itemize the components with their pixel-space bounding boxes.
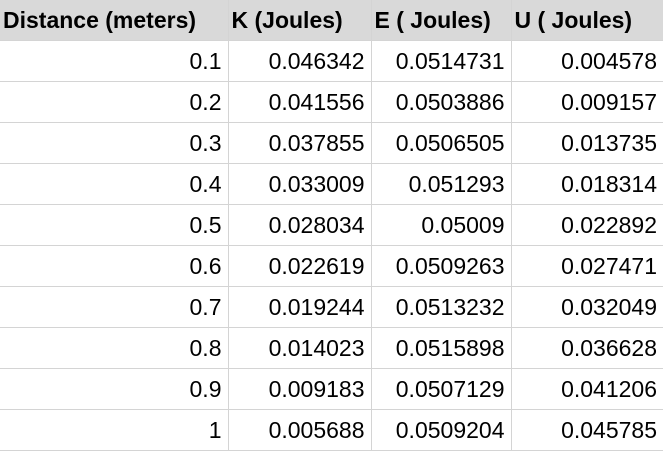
cell-kinetic-energy[interactable]: 0.005688 <box>228 409 372 451</box>
table-row: 0.9 0.009183 0.0507129 0.041206 <box>0 368 663 410</box>
cell-distance[interactable]: 0.8 <box>0 327 229 369</box>
cell-potential-energy[interactable]: 0.004578 <box>511 40 663 82</box>
cell-total-energy[interactable]: 0.0509263 <box>371 245 512 287</box>
cell-distance[interactable]: 0.1 <box>0 40 229 82</box>
cell-potential-energy[interactable]: 0.018314 <box>511 163 663 205</box>
cell-kinetic-energy[interactable]: 0.019244 <box>228 286 372 328</box>
cell-kinetic-energy[interactable]: 0.046342 <box>228 40 372 82</box>
table-row: 1 0.005688 0.0509204 0.045785 <box>0 409 663 451</box>
table-row: 0.5 0.028034 0.05009 0.022892 <box>0 204 663 246</box>
cell-kinetic-energy[interactable]: 0.041556 <box>228 81 372 123</box>
cell-total-energy[interactable]: 0.0506505 <box>371 122 512 164</box>
header-cell-distance[interactable]: Distance (meters) <box>0 0 229 41</box>
cell-distance[interactable]: 0.9 <box>0 368 229 410</box>
cell-distance[interactable]: 1 <box>0 409 229 451</box>
cell-total-energy[interactable]: 0.0513232 <box>371 286 512 328</box>
cell-potential-energy[interactable]: 0.022892 <box>511 204 663 246</box>
header-cell-total-energy[interactable]: E ( Joules) <box>371 0 512 41</box>
cell-potential-energy[interactable]: 0.041206 <box>511 368 663 410</box>
cell-kinetic-energy[interactable]: 0.033009 <box>228 163 372 205</box>
cell-potential-energy[interactable]: 0.027471 <box>511 245 663 287</box>
table-row: 0.1 0.046342 0.0514731 0.004578 <box>0 40 663 82</box>
cell-kinetic-energy[interactable]: 0.022619 <box>228 245 372 287</box>
cell-potential-energy[interactable]: 0.013735 <box>511 122 663 164</box>
header-cell-kinetic-energy[interactable]: K (Joules) <box>228 0 372 41</box>
cell-kinetic-energy[interactable]: 0.028034 <box>228 204 372 246</box>
header-row: Distance (meters) K (Joules) E ( Joules)… <box>0 0 663 41</box>
table-row: 0.3 0.037855 0.0506505 0.013735 <box>0 122 663 164</box>
cell-total-energy[interactable]: 0.051293 <box>371 163 512 205</box>
header-cell-potential-energy[interactable]: U ( Joules) <box>511 0 663 41</box>
cell-total-energy[interactable]: 0.0507129 <box>371 368 512 410</box>
cell-total-energy[interactable]: 0.0503886 <box>371 81 512 123</box>
cell-total-energy[interactable]: 0.0515898 <box>371 327 512 369</box>
table-row: 0.2 0.041556 0.0503886 0.009157 <box>0 81 663 123</box>
cell-distance[interactable]: 0.2 <box>0 81 229 123</box>
cell-kinetic-energy[interactable]: 0.037855 <box>228 122 372 164</box>
table-row: 0.6 0.022619 0.0509263 0.027471 <box>0 245 663 287</box>
cell-total-energy[interactable]: 0.05009 <box>371 204 512 246</box>
cell-kinetic-energy[interactable]: 0.014023 <box>228 327 372 369</box>
table-row: 0.8 0.014023 0.0515898 0.036628 <box>0 327 663 369</box>
cell-distance[interactable]: 0.7 <box>0 286 229 328</box>
cell-distance[interactable]: 0.4 <box>0 163 229 205</box>
cell-potential-energy[interactable]: 0.009157 <box>511 81 663 123</box>
table-body: 0.1 0.046342 0.0514731 0.004578 0.2 0.041556 0… <box>0 40 663 451</box>
table-row: 0.7 0.019244 0.0513232 0.032049 <box>0 286 663 328</box>
cell-kinetic-energy[interactable]: 0.009183 <box>228 368 372 410</box>
cell-potential-energy[interactable]: 0.032049 <box>511 286 663 328</box>
cell-total-energy[interactable]: 0.0509204 <box>371 409 512 451</box>
table-row: 0.4 0.033009 0.051293 0.018314 <box>0 163 663 205</box>
cell-potential-energy[interactable]: 0.036628 <box>511 327 663 369</box>
cell-total-energy[interactable]: 0.0514731 <box>371 40 512 82</box>
cell-potential-energy[interactable]: 0.045785 <box>511 409 663 451</box>
cell-distance[interactable]: 0.5 <box>0 204 229 246</box>
cell-distance[interactable]: 0.3 <box>0 122 229 164</box>
cell-distance[interactable]: 0.6 <box>0 245 229 287</box>
